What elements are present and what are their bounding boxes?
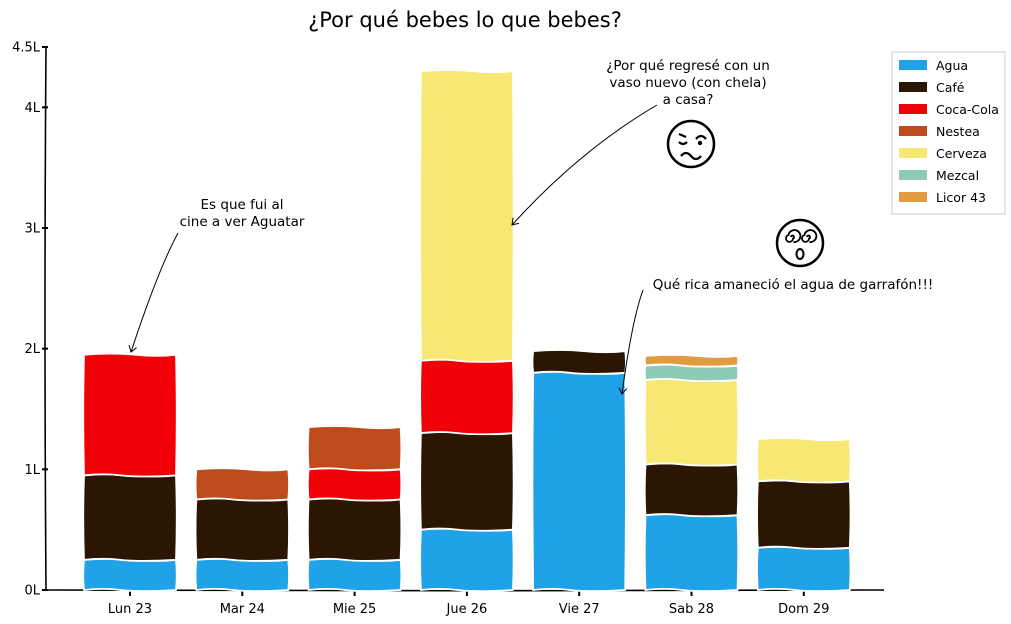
bar-segment-cafe-vie-27 xyxy=(531,349,627,375)
y-axis-line xyxy=(44,46,47,591)
x-tick-label: Sab 28 xyxy=(669,602,714,617)
legend-label-mezcal: Mezcal xyxy=(936,168,979,183)
x-tick-label: Mie 25 xyxy=(333,602,377,617)
bar-segment-cafe-mar-24 xyxy=(194,497,290,562)
annotation-text: Es que fui al cine a ver Aguatar xyxy=(180,197,305,230)
legend-swatch-nestea xyxy=(899,126,927,136)
x-tick-label: Lun 23 xyxy=(108,602,152,617)
bar-segment-licor-43-sab-28 xyxy=(643,353,740,368)
annotation-arrow xyxy=(131,232,179,352)
bar-segment-agua-jue-26 xyxy=(419,527,515,592)
annotation-text: ¿Por qué regresé con un vaso nuevo (con c… xyxy=(606,58,770,108)
legend-swatch-coca-cola xyxy=(899,104,927,114)
x-tick-label: Mar 24 xyxy=(220,602,265,617)
legend-label-cafe: Café xyxy=(936,80,965,95)
bar-segment-cerveza-dom-29 xyxy=(756,437,852,484)
bar-segment-coca-cola-mie-25 xyxy=(306,467,403,502)
y-tick-label: 3L xyxy=(24,222,40,237)
legend-swatch-agua xyxy=(899,60,927,70)
annotation-arrow xyxy=(622,289,644,394)
bar-segment-cafe-dom-29 xyxy=(756,479,852,550)
bar-segment-coca-cola-jue-26 xyxy=(419,358,515,436)
bar-segment-agua-mie-25 xyxy=(306,557,403,592)
axes: 0L 1L 2L 3L 4L 4.5L Lun 23 Mar 24 Mie 25 Jue 26 Vi… xyxy=(12,41,885,617)
dizzy-face-icon xyxy=(775,218,825,268)
x-tick-label: Dom 29 xyxy=(778,602,829,617)
woozy-face-icon xyxy=(666,119,716,169)
legend-label-agua: Agua xyxy=(936,58,968,73)
x-tick-label: Vie 27 xyxy=(559,602,600,617)
legend: Agua Café Coca-Cola Nestea Cerveza Mezcal Lico… xyxy=(891,51,1006,215)
y-tick-label: 2L xyxy=(24,342,40,357)
legend-label-cerveza: Cerveza xyxy=(936,146,987,161)
bar-segment-nestea-mie-25 xyxy=(306,425,403,472)
y-tick-label: 1L xyxy=(24,463,40,478)
bar-segment-nestea-mar-24 xyxy=(194,467,290,502)
chart-title: ¿Por qué bebes lo que bebes? xyxy=(308,8,622,32)
x-tick-label: Jue 26 xyxy=(446,602,488,617)
annotation-text: Qué rica amaneció el agua de garrafón!!! xyxy=(653,277,934,293)
y-tick-label: 4L xyxy=(24,101,40,116)
legend-label-coca-cola: Coca-Cola xyxy=(936,102,999,117)
bar-segment-agua-dom-29 xyxy=(756,545,852,592)
legend-swatch-licor-43 xyxy=(899,192,927,202)
bar-segment-cerveza-sab-28 xyxy=(643,378,740,467)
bars xyxy=(82,69,852,592)
bar-segment-cafe-lun-23 xyxy=(82,473,178,562)
legend-swatch-mezcal xyxy=(899,170,927,180)
bar-segment-agua-lun-23 xyxy=(82,557,178,592)
legend-swatch-cafe xyxy=(899,82,927,92)
legend-label-licor-43: Licor 43 xyxy=(936,190,986,205)
bar-segment-cerveza-jue-26 xyxy=(419,69,515,363)
bar-segment-agua-sab-28 xyxy=(643,513,740,592)
bar-segment-cafe-sab-28 xyxy=(643,462,740,518)
legend-swatch-cerveza xyxy=(899,148,927,158)
bar-segment-coca-cola-lun-23 xyxy=(82,352,178,478)
y-tick-label: 0L xyxy=(24,584,40,599)
bar-segment-agua-vie-27 xyxy=(531,370,627,592)
annotations: Es que fui al cine a ver Aguatar ¿Por qué … xyxy=(131,58,933,394)
legend-label-nestea: Nestea xyxy=(936,124,980,139)
annotation-arrow xyxy=(512,104,658,225)
bar-segment-cafe-mie-25 xyxy=(306,497,403,562)
bar-segment-cafe-jue-26 xyxy=(419,431,515,532)
y-tick-label: 4.5L xyxy=(12,41,41,56)
bar-segment-agua-mar-24 xyxy=(194,557,290,592)
